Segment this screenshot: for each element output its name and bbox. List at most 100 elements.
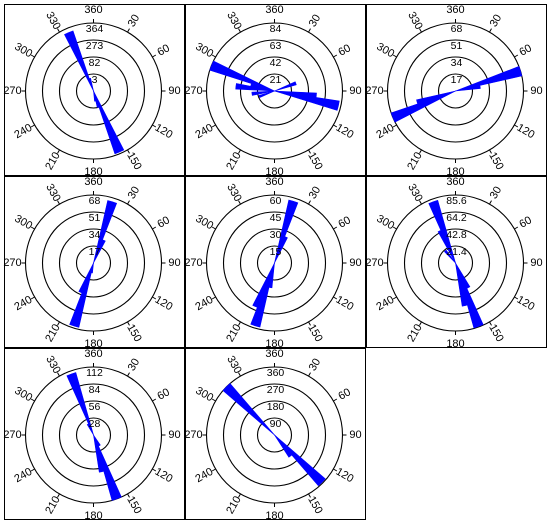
angle-tick [333,54,338,58]
angle-label: 150 [124,150,144,172]
angle-tick [514,124,519,128]
petal [416,90,456,106]
angle-tick [152,468,157,472]
petal [455,66,523,92]
angle-label: 240 [193,122,215,142]
angle-tick [308,28,311,33]
angle-tick [30,398,35,402]
angle-label: 150 [305,494,325,516]
petal [252,262,275,309]
angle-tick [152,398,157,402]
angle-label: 60 [336,214,353,231]
petal [455,84,481,92]
rose-panel-2: 21 42 63 84 360 30 60 90 120 150 180 210 240 270 300 33… [184,4,366,178]
angle-label: 270 [3,85,21,97]
petal [93,239,106,264]
angle-label: 120 [334,466,356,486]
angle-label: 120 [153,294,175,314]
angle-label: 30 [488,13,505,30]
ring-3 [222,383,327,487]
angle-tick [489,149,492,154]
angle-label: 330 [43,10,63,32]
panel-frame [185,4,366,176]
angle-label: 330 [43,182,63,204]
angle-tick [152,54,157,58]
petal [90,262,94,274]
angle-label: 150 [486,322,506,344]
ring-2 [58,56,129,126]
panel-frame [4,176,185,348]
ring-value-label: 3 [92,74,98,86]
angle-label: 300 [374,213,396,233]
angle-tick [211,124,216,128]
angle-label: 150 [305,150,325,172]
petal [251,90,275,96]
ring-3 [403,39,508,143]
angle-label: 150 [124,494,144,516]
angle-tick [333,398,338,402]
ring-3 [41,39,146,143]
angle-tick [514,226,519,230]
ring-value-label: 90 [270,418,282,430]
angle-tick [238,372,241,377]
angle-label: 180 [265,166,283,178]
angle-tick [419,28,422,33]
angle-label: 150 [486,150,506,172]
ring-1 [256,73,293,109]
panel-frame [366,176,547,348]
angle-tick [211,296,216,300]
petal [78,262,94,294]
angle-tick [211,468,216,472]
angle-tick [514,296,519,300]
angle-label: 30 [126,357,143,374]
angle-label: 60 [155,386,172,403]
angle-label: 240 [374,122,396,142]
angle-label: 180 [84,510,102,522]
angle-label: 270 [184,429,202,441]
ring-value-label: 34 [451,57,463,69]
angle-label: 330 [43,354,63,376]
ring-value-label: 270 [267,384,285,396]
angle-tick [419,321,422,326]
petal [209,60,275,92]
petal [93,90,97,102]
angle-label: 180 [265,338,283,350]
petal [66,372,94,436]
ring-value-label: 45 [270,212,282,224]
angle-tick [514,54,519,58]
angle-label: 210 [43,322,63,344]
panel-frame [4,4,185,176]
ring-1 [437,245,474,281]
angle-label: 240 [374,294,396,314]
angle-label: 90 [530,257,542,269]
angle-tick [308,200,311,205]
ring-value-label: 42 [270,57,282,69]
rose-panel-3: 17 34 51 68 360 30 60 90 120 150 180 210 240 270 300 33… [365,4,547,178]
angle-tick [57,28,60,33]
angle-label: 60 [155,42,172,59]
angle-tick [238,493,241,498]
angle-label: 240 [193,294,215,314]
petal [274,81,297,92]
angle-tick [127,149,130,154]
angle-label: 360 [84,348,102,360]
angle-tick [392,124,397,128]
angle-label: 360 [265,348,283,360]
angle-label: 300 [12,385,34,405]
angle-label: 330 [224,10,244,32]
angle-label: 120 [515,294,537,314]
angle-tick [238,28,241,33]
angle-tick [30,124,35,128]
petal [274,90,317,100]
ring-3 [222,39,327,143]
ring-2 [239,400,310,470]
rose-panel-5: 15 30 45 60 360 30 60 90 120 150 180 210 240 270 300 33… [184,176,366,350]
angle-label: 270 [184,257,202,269]
ring-1 [437,73,474,109]
petal [88,77,94,92]
angle-tick [127,493,130,498]
angle-label: 210 [405,322,425,344]
angle-label: 360 [446,176,464,188]
petal [93,90,125,155]
angle-tick [127,372,130,377]
